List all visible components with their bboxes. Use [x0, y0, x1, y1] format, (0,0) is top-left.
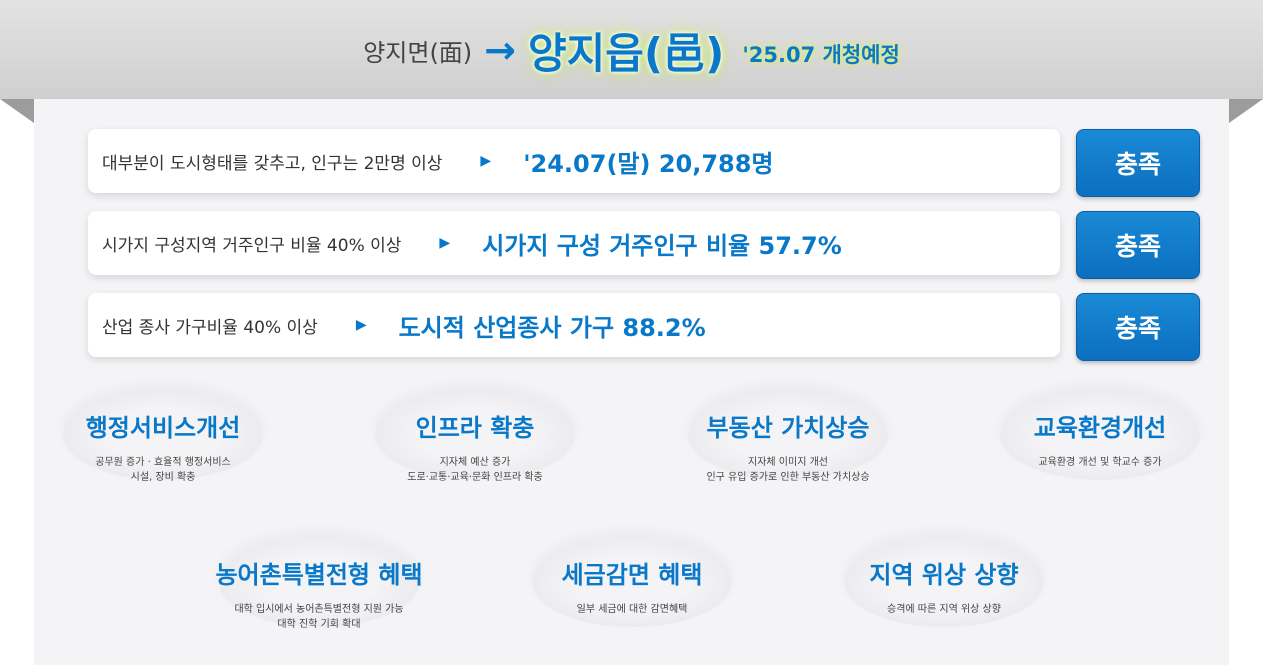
status-badge: 충족 [1076, 129, 1200, 197]
criteria-row-urban-ratio: 시가지 구성지역 거주인구 비율 40% 이상 ▶ 시가지 구성 거주인구 비율… [88, 211, 1060, 275]
criteria-row-industry: 산업 종사 가구비율 40% 이상 ▶ 도시적 산업종사 가구 88.2% [88, 293, 1060, 357]
benefit-title: 농어촌특별전형 혜택 [215, 561, 423, 589]
benefit-desc: 교육환경 개선 및 학교수 증가 [1038, 457, 1162, 468]
benefit-desc: 지자체 예산 증가 도로·교통·교육·문화 인프라 확충 [407, 457, 543, 483]
benefit-tax-reduction: 세금감면 혜택 일부 세금에 대한 감면혜택 [507, 537, 757, 627]
benefit-education: 교육환경개선 교육환경 개선 및 학교수 증가 [975, 390, 1225, 480]
title-to: 양지읍(邑) [528, 28, 725, 78]
benefit-desc: 지자체 이미지 개선 인구 유입 증가로 인한 부동산 가치상승 [706, 457, 870, 483]
page-title: 양지면(面) → 양지읍(邑) '25.07 개청예정 [0, 20, 1263, 80]
triangle-right-icon: ▶ [480, 153, 492, 169]
title-date: '25.07 개청예정 [742, 43, 900, 67]
benefit-desc: 일부 세금에 대한 감면혜택 [576, 604, 688, 615]
benefit-title: 지역 위상 상향 [869, 561, 1019, 589]
triangle-right-icon: ▶ [355, 317, 367, 333]
criteria-result: 도시적 산업종사 가구 88.2% [398, 313, 706, 342]
benefit-infrastructure: 인프라 확충 지자체 예산 증가 도로·교통·교육·문화 인프라 확충 [350, 390, 600, 485]
banner-fold-right [1229, 99, 1263, 123]
benefit-title: 세금감면 혜택 [561, 561, 703, 589]
benefit-desc: 승격에 따른 지역 위상 상향 [887, 604, 1001, 615]
benefit-admin-service: 행정서비스개선 공무원 증가 · 효율적 행정서비스 시설, 장비 확충 [38, 390, 288, 485]
header-banner [0, 0, 1263, 99]
title-from: 양지면(面) [363, 38, 473, 67]
triangle-right-icon: ▶ [439, 235, 451, 251]
criteria-result: '24.07(말) 20,788명 [523, 149, 774, 178]
benefit-title: 교육환경개선 [1033, 414, 1167, 442]
benefit-regional-status: 지역 위상 상향 승격에 따른 지역 위상 상향 [819, 537, 1069, 627]
status-badge: 충족 [1076, 211, 1200, 279]
status-badge: 충족 [1076, 293, 1200, 361]
benefit-desc: 공무원 증가 · 효율적 행정서비스 시설, 장비 확충 [95, 457, 231, 483]
criteria-condition: 대부분이 도시형태를 갖추고, 인구는 2만명 이상 [102, 153, 443, 174]
benefit-title: 행정서비스개선 [85, 414, 241, 442]
criteria-row-population: 대부분이 도시형태를 갖추고, 인구는 2만명 이상 ▶ '24.07(말) 2… [88, 129, 1060, 193]
criteria-condition: 산업 종사 가구비율 40% 이상 [102, 317, 318, 338]
arrow-right-icon: → [484, 28, 517, 72]
criteria-condition: 시가지 구성지역 거주인구 비율 40% 이상 [102, 235, 402, 256]
benefit-rural-admission: 농어촌특별전형 혜택 대학 입시에서 농어촌특별전형 지원 가능 대학 진학 기… [194, 537, 444, 632]
benefit-title: 부동산 가치상승 [706, 414, 870, 442]
criteria-result: 시가지 구성 거주인구 비율 57.7% [482, 231, 842, 260]
benefit-real-estate: 부동산 가치상승 지자체 이미지 개선 인구 유입 증가로 인한 부동산 가치상… [663, 390, 913, 485]
benefit-desc: 대학 입시에서 농어촌특별전형 지원 가능 대학 진학 기회 확대 [234, 604, 404, 630]
banner-fold-left [0, 99, 34, 123]
benefit-title: 인프라 확충 [415, 414, 535, 442]
